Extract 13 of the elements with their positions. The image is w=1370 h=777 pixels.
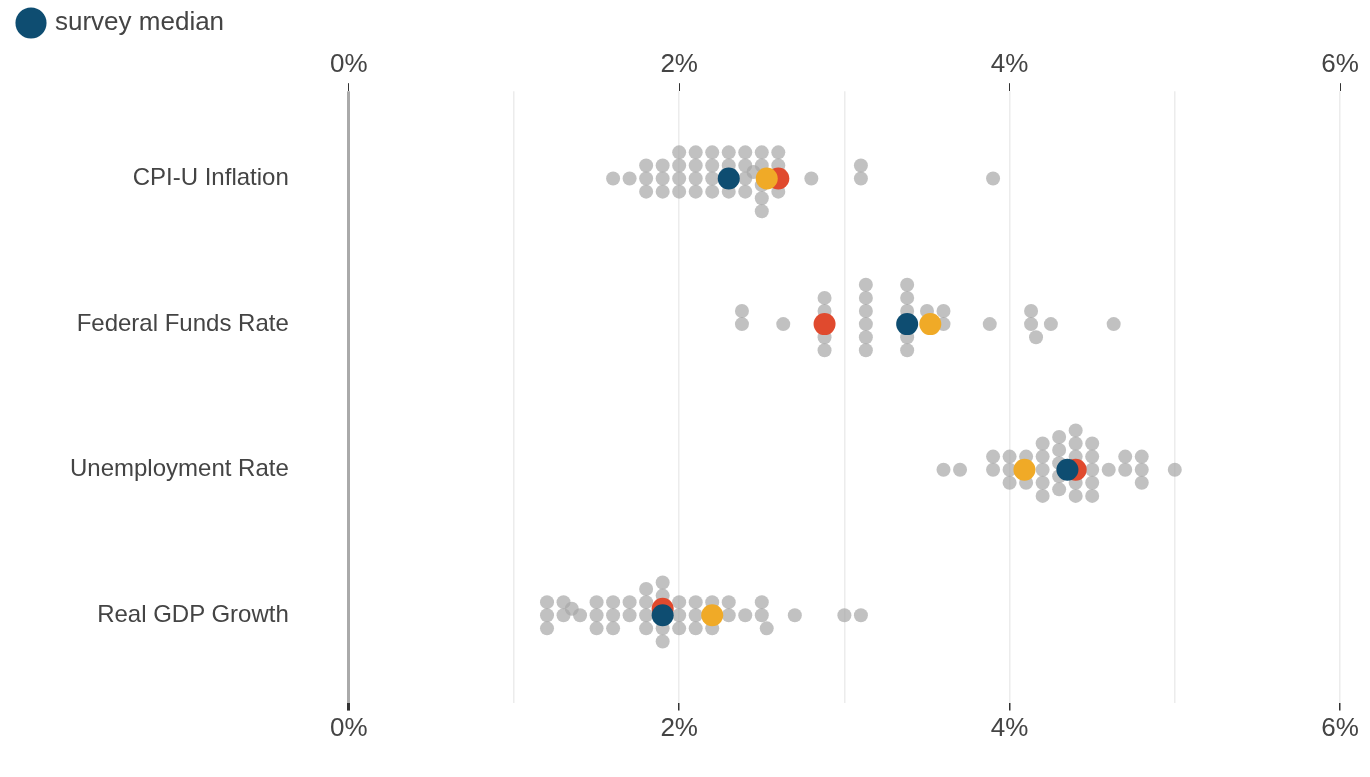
x-tick-label: 6% [1321,47,1359,78]
y-tick-label: Unemployment Rate [70,454,289,482]
y-tick-label: Federal Funds Rate [76,308,289,336]
x2-tick-label: 0% [329,712,368,743]
x2-tick-label: 6% [1321,712,1359,743]
x2-tick-label: 2% [660,712,698,743]
x-tick-label: 2% [660,47,698,78]
legend-label: survey median [55,6,225,37]
x-tick-label: 0% [329,47,368,78]
y-tick-label: Real GDP Growth [97,599,289,627]
x-tick-label: 4% [990,47,1029,78]
x2-tick-label: 4% [990,712,1029,743]
y-tick-label: CPI-U Inflation [132,163,289,191]
